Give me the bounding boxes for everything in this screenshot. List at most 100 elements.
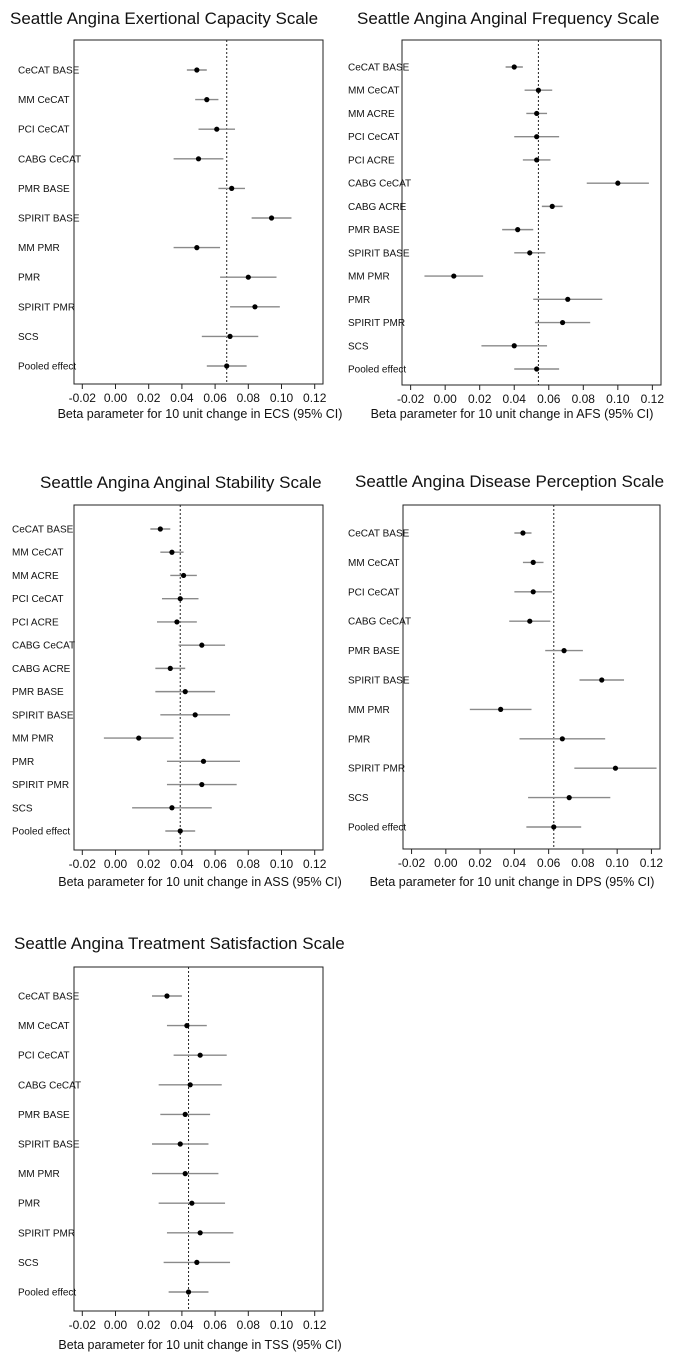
- dps-x-tick-label: 0.00: [434, 856, 458, 870]
- dps-plot-frame: [402, 504, 661, 850]
- ass-row-label: CABG ACRE: [12, 664, 71, 675]
- ass-row-label: CeCAT BASE: [12, 525, 74, 536]
- dps-chart-title: Seattle Angina Disease Perception Scale: [355, 472, 665, 491]
- tss-x-tick-label: 0.08: [237, 1318, 261, 1332]
- dps-point-estimate: [530, 559, 536, 565]
- afs-row-label: SPIRIT BASE: [348, 248, 410, 259]
- tss-point-estimate: [185, 1289, 192, 1295]
- afs-point-estimate: [534, 110, 540, 117]
- dps-row-label: Pooled effect: [348, 823, 406, 834]
- tss-row-label: PCI CeCAT: [18, 1051, 70, 1062]
- dps-x-tick-label: 0.12: [640, 856, 664, 870]
- dps-x-tick-label: 0.04: [503, 856, 527, 870]
- afs-chart-title: Seattle Angina Anginal Frequency Scale: [357, 9, 660, 28]
- afs-point-estimate: [615, 180, 621, 186]
- afs-row-label: MM ACRE: [348, 109, 395, 120]
- dps-point-estimate: [599, 677, 605, 683]
- afs-row-label: MM PMR: [348, 272, 390, 283]
- tss-plot-frame: [73, 966, 324, 1312]
- ass-point-estimate: [174, 619, 180, 625]
- afs-x-tick-label: 0.06: [537, 392, 561, 406]
- afs-x-tick-label: 0.04: [503, 392, 527, 406]
- dps-row-label: MM PMR: [348, 705, 390, 716]
- dps-x-tick-label: -0.02: [398, 856, 426, 870]
- ecs-point-estimate: [214, 126, 220, 132]
- tss-x-axis-title: Beta parameter for 10 unit change in TSS…: [58, 1338, 341, 1352]
- ecs-row-label: MM CeCAT: [18, 95, 69, 106]
- dps-row-label: PMR: [348, 734, 370, 745]
- ass-forest-plot: -0.02 0.00 0.02 0.04 0.06 0.08 0.10 0.12 Beta pa…: [12, 504, 342, 889]
- tss-row-label: CeCAT BASE: [18, 992, 80, 1003]
- tss-point-estimate: [184, 1023, 190, 1029]
- dps-point-estimate: [561, 648, 567, 654]
- ass-row-label: MM ACRE: [12, 571, 59, 582]
- dps-row-label: CABG CeCAT: [348, 617, 411, 628]
- tss-row-label: PMR BASE: [18, 1110, 70, 1121]
- ass-row-label: PCI CeCAT: [12, 594, 64, 605]
- dps-point-estimate: [527, 618, 533, 624]
- ecs-forest-panel: Seattle Angina Exertional Capacity Scale…: [0, 0, 345, 455]
- dps-point-estimate: [612, 765, 619, 771]
- tss-x-tick-label: -0.02: [69, 1318, 97, 1332]
- ass-row-label: MM PMR: [12, 734, 54, 745]
- ecs-x-axis-title: Beta parameter for 10 unit change in ECS…: [58, 407, 343, 421]
- afs-x-tick-label: 0.08: [572, 392, 596, 406]
- afs-point-estimate: [534, 134, 540, 140]
- dps-point-estimate: [551, 824, 557, 830]
- afs-row-label: CABG ACRE: [348, 202, 407, 213]
- dps-point-estimate: [520, 530, 526, 536]
- ecs-forest-plot: -0.02 0.00 0.02 0.04 0.06 0.08 0.10 0.12 Beta pa…: [18, 39, 343, 421]
- dps-point-estimate: [498, 706, 504, 712]
- afs-row-label: CABG CeCAT: [348, 179, 411, 190]
- afs-x-tick-label: 0.10: [606, 392, 630, 406]
- dps-row-label: PMR BASE: [348, 646, 400, 657]
- tss-point-estimate: [189, 1200, 195, 1206]
- ecs-point-estimate: [224, 363, 230, 369]
- tss-row-label: SPIRIT PMR: [18, 1228, 75, 1239]
- ass-plot-frame: [73, 504, 324, 851]
- afs-point-estimate: [559, 319, 566, 326]
- afs-x-tick-label: 0.02: [468, 392, 492, 406]
- ass-row-label: PCI ACRE: [12, 617, 59, 628]
- tss-row-label: Pooled effect: [18, 1288, 76, 1299]
- ass-point-estimate: [199, 642, 205, 648]
- ass-row-label: PMR BASE: [12, 687, 64, 698]
- ass-row-label: SPIRIT PMR: [12, 780, 69, 791]
- afs-point-estimate: [535, 87, 542, 93]
- ecs-row-label: SPIRIT BASE: [18, 214, 80, 225]
- tss-row-label: MM PMR: [18, 1169, 60, 1180]
- dps-row-label: MM CeCAT: [348, 558, 399, 569]
- tss-forest-panel: Seattle Angina Treatment Satisfaction Sc…: [0, 925, 345, 1364]
- ass-point-estimate: [177, 596, 183, 602]
- afs-x-tick-label: -0.02: [397, 392, 425, 406]
- dps-row-label: SPIRIT BASE: [348, 676, 410, 687]
- tss-x-tick-label: 0.10: [270, 1318, 294, 1332]
- tss-point-estimate: [197, 1052, 203, 1058]
- afs-point-estimate: [511, 343, 517, 349]
- ass-forest-panel: Seattle Angina Anginal Stability Scale -…: [0, 463, 345, 903]
- dps-row-label: SPIRIT PMR: [348, 764, 405, 775]
- ecs-row-label: SCS: [18, 332, 39, 343]
- ecs-x-tick-label: 0.00: [104, 391, 128, 405]
- tss-forest-plot: -0.02 0.00 0.02 0.04 0.06 0.08 0.10 0.12 Beta pa…: [18, 966, 342, 1352]
- ass-x-tick-label: 0.02: [137, 857, 161, 871]
- dps-x-tick-label: 0.06: [537, 856, 561, 870]
- ecs-x-tick-label: 0.06: [203, 391, 227, 405]
- ass-row-label: Pooled effect: [12, 827, 70, 838]
- ass-row-label: CABG CeCAT: [12, 641, 75, 652]
- ass-point-estimate: [182, 689, 188, 695]
- tss-row-label: SCS: [18, 1258, 39, 1269]
- ecs-point-estimate: [245, 274, 251, 280]
- ass-x-tick-label: 0.10: [270, 857, 294, 871]
- afs-x-tick-label: 0.00: [433, 392, 457, 406]
- afs-forest-panel: Seattle Angina Anginal Frequency Scale -…: [345, 0, 684, 455]
- ass-chart-title: Seattle Angina Anginal Stability Scale: [40, 473, 322, 492]
- tss-x-tick-label: 0.00: [104, 1318, 128, 1332]
- tss-point-estimate: [182, 1171, 188, 1177]
- ass-x-tick-label: 0.04: [170, 857, 194, 871]
- ass-x-tick-label: -0.02: [69, 857, 97, 871]
- afs-row-label: CeCAT BASE: [348, 63, 410, 74]
- ass-point-estimate: [167, 665, 173, 671]
- afs-point-estimate: [511, 64, 517, 70]
- ass-row-label: MM CeCAT: [12, 548, 63, 559]
